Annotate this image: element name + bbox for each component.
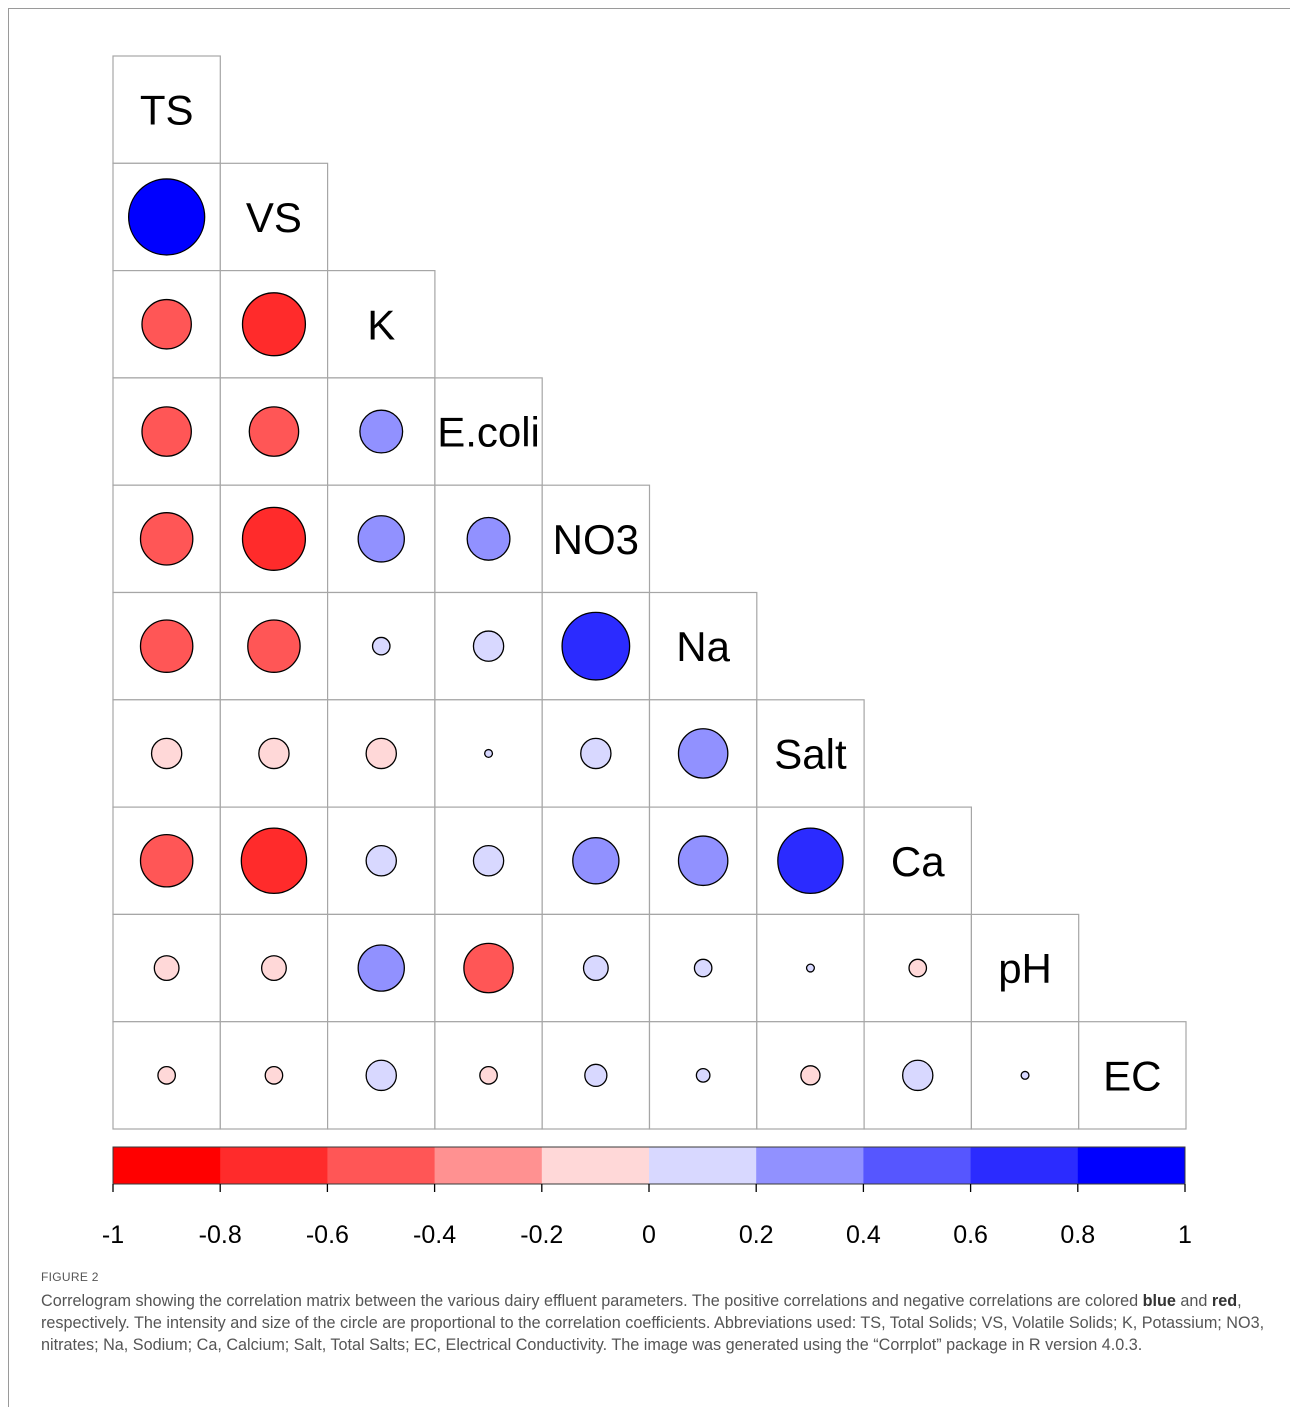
colorbar-tick-label-10: 1 [1178,1221,1192,1249]
corr-circle-EC-NO3 [584,1063,608,1088]
cell-TS-TS [112,55,221,164]
caption-bold-red: red [1211,1292,1238,1310]
correlogram: TS VS K E.coli NO3 Na Salt Ca pH EC -1 -0.8 -0.6 -0.… [102,55,1192,1249]
corr-circle-K-VS [241,292,307,357]
cell-EC-EC [1078,1021,1187,1130]
corr-circle-NO3-VS [241,506,307,571]
corr-circle-pH-VS [260,955,287,982]
correlation-grid: TS VS K E.coli NO3 Na Salt Ca pH EC [112,55,1187,1130]
variable-label-TS: TS [140,87,194,134]
colorbar-segment-5 [649,1147,757,1184]
colorbar-segment-2 [327,1147,436,1184]
corr-circle-Na-E.coli [472,630,505,662]
corr-circle-pH-K [357,944,405,992]
colorbar-tick-label-2: -0.6 [306,1221,349,1249]
cell-K-K [327,270,436,379]
cell-Na-Na [648,591,758,701]
colorbar-segment-1 [220,1147,328,1184]
variable-label-VS: VS [246,194,302,241]
colorbar-segment-0 [113,1147,221,1184]
variable-label-Ca: Ca [891,838,945,885]
colorbar-segment-6 [756,1147,864,1184]
corr-circle-Ca-E.coli [472,844,505,877]
corr-circle-pH-NO3 [582,955,609,982]
caption-text-2: and [1175,1292,1212,1310]
cell-E.coli-E.coli [434,377,543,486]
variable-label-pH: pH [998,945,1052,992]
corr-circle-Ca-TS [139,833,194,888]
corr-circle-E.coli-VS [248,406,300,457]
colorbar-tick-label-6: 0.2 [739,1221,774,1249]
colorbar-tick-label-0: -1 [102,1221,124,1249]
variable-label-Salt: Salt [774,730,847,777]
cell-NO3-NO3 [541,484,651,594]
corr-circle-Salt-TS [150,737,183,770]
figure-frame [8,8,1290,1407]
corr-circle-Ca-VS [240,827,308,895]
corr-circle-Na-K [371,636,391,656]
corr-circle-E.coli-K [359,409,404,454]
corr-circle-pH-Ca [908,958,928,978]
corr-circle-EC-Na [695,1067,711,1083]
color-legend: -1 -0.8 -0.6 -0.4 -0.2 0 0.2 0.4 0.6 0.8 1 [102,1146,1192,1249]
corr-circle-Na-NO3 [561,611,631,681]
figure-caption-block: FIGURE 2 Correlogram showing the correla… [41,1270,1266,1356]
corr-circle-pH-Salt [805,963,815,973]
colorbar-segment-7 [863,1147,972,1184]
corr-circle-Salt-K [365,737,398,770]
colorbar-tick-label-8: 0.6 [953,1221,988,1249]
colorbar-segment-3 [434,1147,543,1184]
colorbar-tick-label-5: 0 [642,1221,656,1249]
corr-circle-Ca-K [365,844,398,877]
variable-label-NO3: NO3 [553,516,639,563]
variable-label-Na: Na [676,623,730,670]
colorbar-tick-label-3: -0.4 [413,1221,456,1249]
corr-circle-EC-Salt [800,1065,821,1086]
corr-circle-Salt-E.coli [483,748,494,758]
corr-circle-pH-Na [693,958,713,978]
variable-label-EC: EC [1103,1052,1161,1099]
corr-circle-Salt-Na [677,728,729,779]
corr-circle-EC-VS [264,1065,284,1085]
cell-Salt-Salt [756,699,865,808]
cell-Ca-Ca [863,806,972,915]
figure-label: FIGURE 2 [41,1270,99,1284]
caption-text-3: , respectively. The intensity and size o… [41,1292,1265,1354]
corr-circle-Salt-NO3 [580,737,612,770]
cell-pH-pH [970,913,1080,1023]
colorbar-tick-label-7: 0.4 [846,1221,881,1249]
corr-circle-EC-TS [157,1065,177,1085]
corr-circle-E.coli-TS [141,406,192,457]
corr-circle-Na-TS [139,619,194,673]
corr-circle-EC-pH [1020,1070,1030,1080]
corr-circle-EC-E.coli [479,1065,498,1085]
colorbar-segment-4 [541,1147,650,1184]
corr-circle-Ca-Salt [777,827,844,895]
corr-circle-Ca-NO3 [572,837,620,885]
variable-label-E.coli: E.coli [437,409,540,456]
corr-circle-Ca-Na [677,835,729,887]
corr-circle-pH-TS [153,955,180,982]
corr-circle-EC-Ca [901,1059,934,1092]
colorbar-tick-label-9: 0.8 [1060,1221,1095,1249]
caption-text-1: Correlogram showing the correlation matr… [41,1292,1143,1310]
corr-circle-NO3-E.coli [466,516,511,561]
corr-circle-Salt-VS [258,737,290,770]
corr-circle-NO3-K [357,515,405,563]
corr-circle-NO3-TS [139,512,194,566]
colorbar-segment-8 [970,1147,1079,1184]
corr-circle-K-TS [141,298,192,350]
colorbar-tick-label-4: -0.2 [520,1221,563,1249]
corr-circle-VS-TS [127,178,206,256]
figure-caption: Correlogram showing the correlation matr… [41,1290,1266,1356]
variable-label-K: K [367,301,395,348]
corr-circle-Na-VS [247,619,301,673]
colorbar-tick-label-1: -0.8 [199,1221,242,1249]
corr-circle-pH-E.coli [463,942,514,994]
colorbar-segment-9 [1077,1147,1186,1184]
corr-circle-EC-K [365,1059,398,1092]
caption-bold-blue: blue [1142,1292,1176,1310]
